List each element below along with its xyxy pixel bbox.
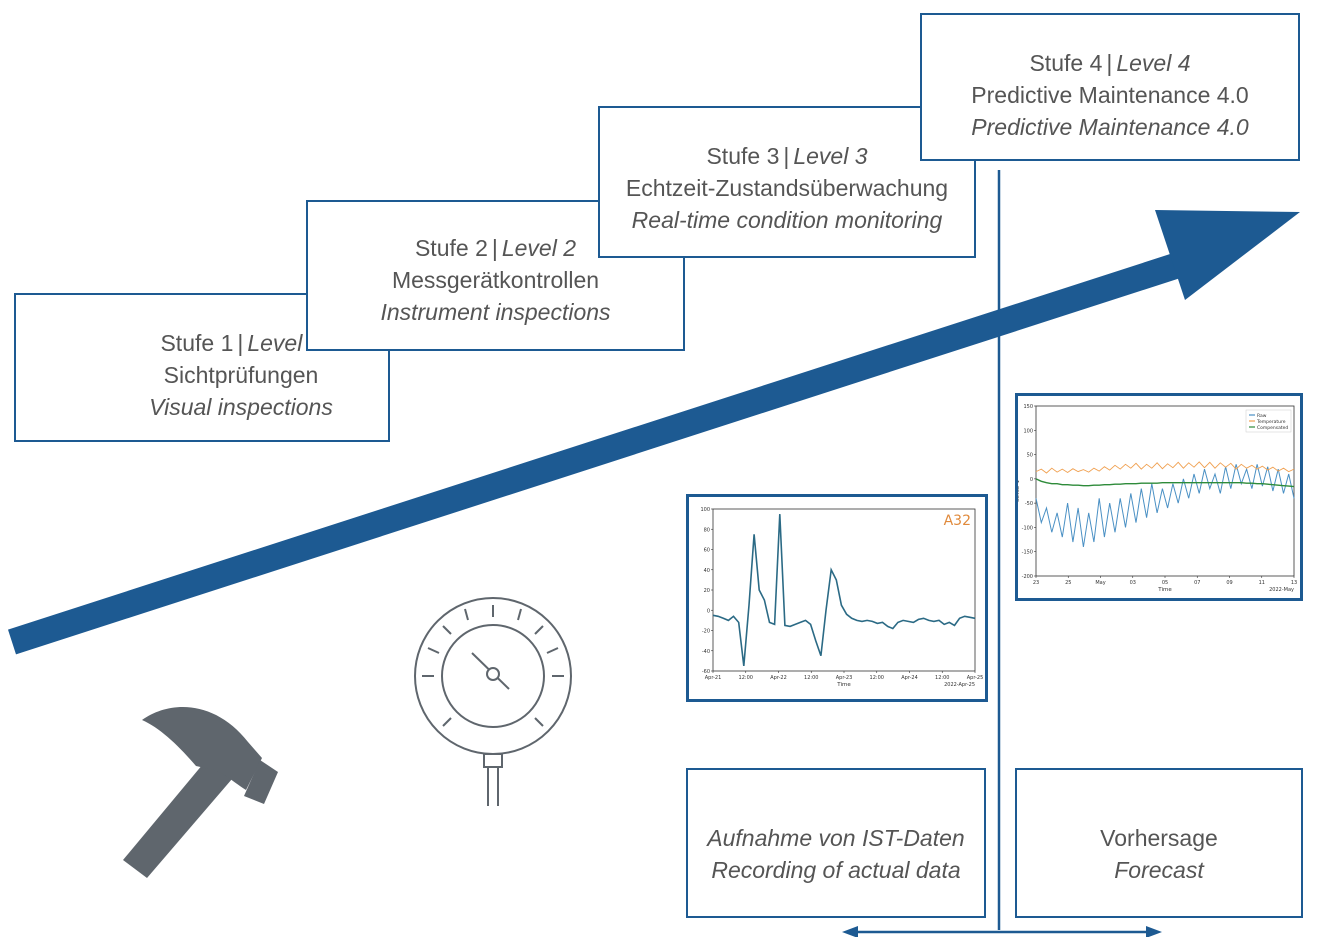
level-1-title-en: Visual inspections: [149, 394, 333, 420]
level-1-box: Stufe 1 | Level 1 Sichtprüfungen Visual in…: [14, 293, 390, 442]
actual-data-box: Aufnahme von IST-Daten Recording of actu…: [686, 768, 986, 918]
series-line-0: [712, 514, 976, 666]
level-1-stufe: Stufe 1: [160, 330, 234, 356]
actual-data-line-1: Aufnahme von IST-Daten: [707, 825, 965, 851]
y-tick-label: -60: [702, 669, 710, 675]
level-2-level: Level 2: [501, 235, 577, 261]
actual-data-chart: 100 80 60 40 20 0 -20 -40 -60 Apr-21 12:00 Apr-22 12…: [686, 494, 988, 702]
x-tick-label: Apr-24: [901, 675, 918, 681]
level-4-separator: |: [1106, 50, 1113, 76]
y-tick-label: -40: [702, 649, 710, 655]
y-tick-label: 100: [700, 507, 710, 513]
y-tick-label: -100: [1022, 525, 1033, 531]
legend-label: Raw: [1257, 413, 1267, 419]
x-tick-label: Apr-21: [705, 675, 722, 681]
x-tick-label: 12:00: [935, 675, 949, 681]
level-3-level: Level 3: [793, 143, 868, 169]
series-line-temperature: [1035, 461, 1295, 474]
x-tick-label: 05: [1162, 580, 1168, 586]
level-3-title-en: Real-time condition monitoring: [631, 207, 943, 233]
series-line-raw: [1035, 464, 1295, 547]
progress-arrow: [8, 210, 1300, 655]
y-tick-label: -200: [1022, 574, 1033, 580]
level-2-heading: Stufe 2 | Level 2: [308, 232, 683, 264]
y-tick-label: 0: [1030, 477, 1033, 483]
x-tick-label: 11: [1259, 580, 1265, 586]
series-line-compensated: [1035, 478, 1295, 488]
x-tick-label: 25: [1065, 580, 1071, 586]
level-4-box: Stufe 4 | Level 4 Predictive Maintenance 4…: [920, 13, 1300, 161]
y-tick-label: 100: [1023, 428, 1033, 434]
y-tick-label: 50: [1027, 453, 1033, 459]
x-tick-label: 12:00: [804, 675, 818, 681]
level-4-title-de: Predictive Maintenance 4.0: [971, 82, 1249, 108]
double-arrow: [842, 926, 1162, 937]
forecast-chart: 150 100 50 0 -50 -100 -150 -200 23 25 May 03 05 07 09 1…: [1015, 393, 1303, 601]
level-1-heading: Stufe 1 | Level 1: [94, 327, 388, 359]
x-tick-label: 09: [1226, 580, 1232, 586]
x-corner-label: 2022-Apr-25: [944, 682, 975, 688]
level-2-title-de: Messgerätkontrollen: [391, 267, 600, 293]
y-tick-label: 60: [704, 548, 710, 554]
x-tick-label: May: [1095, 580, 1105, 586]
level-3-title-de: Echtzeit-Zustandsüberwachung: [625, 175, 949, 201]
y-tick-label: 20: [704, 588, 710, 594]
y-tick-label: 0: [707, 608, 710, 614]
level-4-title-en: Predictive Maintenance 4.0: [971, 114, 1249, 140]
legend-box: [1245, 409, 1292, 433]
level-2-separator: |: [491, 235, 498, 261]
y-tick-label: 80: [704, 527, 710, 533]
level-3-box: Stufe 3 | Level 3 Echtzeit-Zustandsüberwac…: [598, 106, 976, 258]
x-axis-label: Time: [836, 682, 851, 688]
actual-data-line-2: Recording of actual data: [711, 857, 961, 883]
pressure-gauge-icon: [414, 597, 572, 806]
level-3-separator: |: [783, 143, 790, 169]
x-tick-label: 12:00: [739, 675, 753, 681]
level-3-heading: Stufe 3 | Level 3: [600, 140, 974, 172]
x-axis-label: Time: [1157, 587, 1172, 593]
x-tick-label: 12:00: [870, 675, 884, 681]
level-4-level: Level 4: [1116, 50, 1191, 76]
y-tick-label: -50: [1025, 501, 1033, 507]
forecast-line-2: Forecast: [1114, 857, 1204, 883]
forecast-line-1: Vorhersage: [1100, 825, 1218, 851]
y-axis-label: Sensor 1: [1018, 480, 1021, 502]
x-tick-label: Apr-25: [967, 675, 984, 681]
level-2-stufe: Stufe 2: [414, 235, 488, 261]
x-tick-label: 13: [1291, 580, 1297, 586]
chart-annotation: A32: [944, 513, 971, 529]
level-4-stufe: Stufe 4: [1029, 50, 1103, 76]
x-tick-label: Apr-22: [770, 675, 787, 681]
x-corner-label: 2022-May: [1269, 587, 1294, 593]
level-4-heading: Stufe 4 | Level 4: [922, 47, 1298, 79]
level-1-separator: |: [237, 330, 244, 356]
y-tick-label: -150: [1022, 550, 1033, 556]
level-2-title-en: Instrument inspections: [380, 299, 611, 325]
x-tick-label: Apr-23: [836, 675, 853, 681]
legend-label: Temperature: [1256, 419, 1286, 425]
x-tick-label: 03: [1130, 580, 1136, 586]
forecast-box: Vorhersage Forecast: [1015, 768, 1303, 918]
y-tick-label: -20: [702, 629, 710, 635]
hammer-icon: [123, 707, 278, 878]
level-3-stufe: Stufe 3: [706, 143, 780, 169]
y-tick-label: 150: [1023, 404, 1033, 410]
y-tick-label: 40: [704, 568, 710, 574]
x-tick-label: 07: [1194, 580, 1200, 586]
level-1-title-de: Sichtprüfungen: [163, 362, 319, 388]
plot-area: [712, 508, 976, 672]
legend-label: Compensated: [1257, 425, 1288, 431]
x-tick-label: 23: [1033, 580, 1039, 586]
